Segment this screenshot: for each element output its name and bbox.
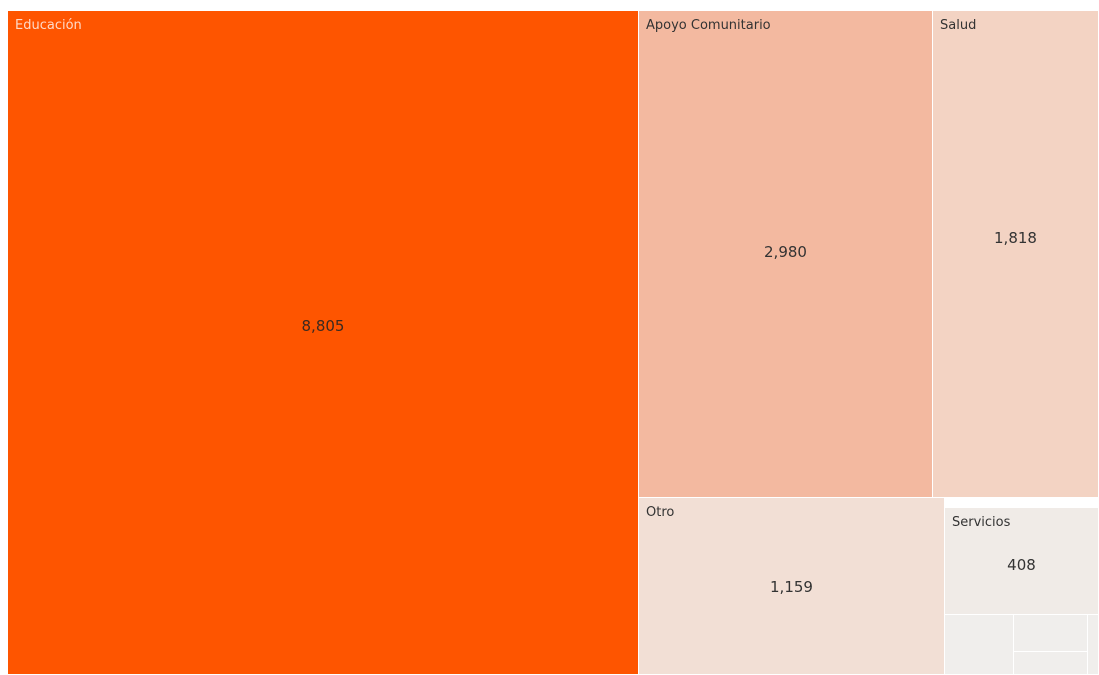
minor-tile[interactable] <box>1087 614 1099 675</box>
tile-value-apoyo-comunitario: 2,980 <box>764 243 807 261</box>
tile-salud[interactable]: Salud 1,818 <box>932 10 1099 498</box>
tile-value-salud: 1,818 <box>994 229 1037 247</box>
tile-apoyo-comunitario[interactable]: Apoyo Comunitario 2,980 <box>638 10 933 498</box>
tile-label-salud: Salud <box>940 18 977 33</box>
tile-label-otro: Otro <box>646 505 675 520</box>
tile-label-apoyo-comunitario: Apoyo Comunitario <box>646 18 771 33</box>
tile-otro[interactable]: Otro 1,159 <box>638 497 945 675</box>
minor-tile[interactable] <box>1013 651 1088 675</box>
tile-value-servicios: 408 <box>1007 556 1036 574</box>
tile-label-educacion: Educación <box>15 18 82 33</box>
minor-tile[interactable] <box>1013 614 1088 652</box>
tile-value-educacion: 8,805 <box>301 317 345 335</box>
tile-educacion[interactable]: Educación 8,805 <box>7 10 639 675</box>
tile-label-servicios: Servicios <box>952 515 1011 530</box>
tile-value-otro: 1,159 <box>770 578 813 596</box>
minor-tile[interactable] <box>944 614 1014 675</box>
tile-servicios[interactable]: Servicios 408 <box>944 507 1099 615</box>
treemap: Educación 8,805 Apoyo Comunitario 2,980 … <box>7 10 1099 675</box>
